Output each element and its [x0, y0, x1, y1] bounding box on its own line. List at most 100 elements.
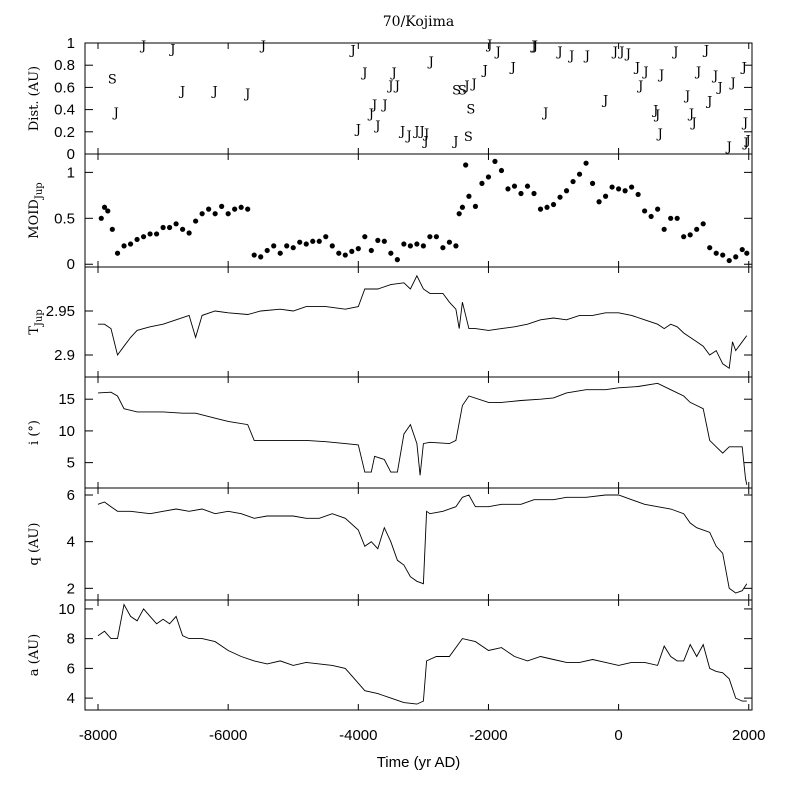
data-point-moid	[219, 203, 225, 209]
data-point-moid	[153, 231, 160, 237]
encounter-marker: J	[389, 66, 396, 81]
encounter-marker: J	[243, 87, 250, 102]
data-point-moid	[681, 234, 687, 240]
encounter-marker: J	[360, 66, 367, 81]
encounter-marker: J	[741, 116, 748, 131]
ytick-label-tjup: 2.95	[46, 303, 75, 320]
data-point-moid	[563, 188, 570, 194]
encounter-marker: J	[725, 140, 732, 155]
data-point-moid	[414, 241, 420, 247]
data-point-moid	[349, 248, 355, 254]
encounter-marker: S	[466, 102, 475, 117]
data-point-moid	[199, 211, 205, 217]
data-point-moid	[459, 204, 466, 210]
encounter-marker: J	[567, 49, 574, 64]
ytick-label-moid: 0	[67, 256, 75, 273]
data-point-moid	[557, 194, 563, 200]
y-axis-label-dist: Dist. (AU)	[27, 66, 42, 131]
ytick-label-incl: 5	[67, 455, 75, 472]
data-point-moid	[342, 252, 348, 258]
chart-title: 70/Kojima	[383, 14, 454, 30]
data-point-moid	[655, 206, 661, 212]
encounter-marker: J	[485, 38, 492, 53]
encounter-marker: J	[687, 107, 694, 122]
data-point-moid	[531, 190, 537, 197]
y-axis-label-moid: MOIDJup	[27, 182, 45, 238]
encounter-marker: J	[398, 125, 405, 140]
data-point-moid	[498, 167, 505, 174]
data-point-moid	[674, 215, 680, 221]
data-point-moid	[394, 257, 400, 263]
data-point-moid	[160, 224, 166, 231]
data-point-moid	[388, 250, 394, 256]
encounter-marker: J	[529, 39, 536, 54]
data-point-moid	[134, 236, 140, 243]
xtick-label: -4000	[339, 727, 377, 744]
encounter-marker: J	[711, 69, 718, 84]
data-point-moid	[433, 234, 439, 240]
data-point-moid	[271, 243, 277, 249]
data-point-moid	[463, 162, 469, 168]
data-point-moid	[485, 174, 492, 180]
data-point-moid	[589, 180, 596, 186]
y-axis-label-a: a (AU)	[27, 634, 42, 676]
data-point-moid	[479, 180, 485, 186]
data-point-moid	[622, 188, 628, 194]
ytick-label-dist: 0.2	[54, 124, 75, 141]
encounter-marker: J	[451, 135, 458, 150]
data-point-moid	[420, 243, 426, 249]
encounter-marker: S	[464, 130, 473, 145]
encounter-marker: J	[641, 65, 648, 80]
encounter-marker: J	[393, 79, 400, 94]
data-point-moid	[583, 160, 589, 166]
encounter-marker: J	[702, 44, 709, 59]
data-point-moid	[550, 201, 557, 208]
encounter-marker: J	[354, 122, 361, 137]
encounter-marker: J	[470, 77, 477, 92]
data-point-moid	[407, 243, 413, 249]
data-point-moid	[147, 231, 153, 237]
data-point-moid	[98, 215, 104, 221]
panel-frame-moid	[84, 153, 753, 268]
data-point-moid	[466, 193, 472, 199]
ytick-label-tjup: 2.9	[54, 347, 75, 364]
data-point-moid	[101, 204, 108, 210]
ytick-label-a: 8	[67, 631, 75, 648]
data-point-moid	[668, 215, 674, 221]
data-point-moid	[238, 204, 244, 210]
ytick-label-a: 4	[67, 690, 75, 707]
encounter-marker: J	[653, 108, 660, 123]
encounter-marker: J	[611, 45, 618, 60]
data-point-moid	[173, 221, 179, 227]
data-point-moid	[303, 241, 309, 247]
encounter-marker: J	[716, 80, 723, 95]
encounter-marker: J	[168, 43, 175, 58]
encounter-marker: J	[671, 45, 678, 60]
data-point-moid	[648, 213, 654, 220]
xtick-label: 0	[614, 727, 622, 744]
data-point-moid	[518, 190, 524, 197]
data-point-moid	[472, 203, 479, 209]
data-point-moid	[362, 234, 368, 240]
data-point-moid	[609, 184, 615, 190]
series-line-tjup	[98, 274, 748, 369]
panel-frame-a	[84, 599, 753, 711]
encounter-marker: S	[458, 84, 467, 99]
data-point-moid	[212, 211, 218, 217]
encounter-marker: J	[417, 125, 424, 140]
data-point-moid	[616, 186, 622, 192]
y-axis-label-tjup: TJup	[27, 309, 45, 335]
panel-moid: 0 0.5 1 MOIDJup	[27, 153, 753, 273]
ytick-label-dist: 1	[67, 35, 75, 52]
data-point-moid	[537, 206, 544, 212]
encounter-marker: J	[636, 79, 643, 94]
data-point-moid	[290, 245, 296, 251]
data-point-moid	[446, 239, 453, 245]
encounter-marker: J	[633, 60, 640, 75]
ytick-label-q: 2	[67, 580, 75, 597]
encounter-marker: J	[742, 136, 749, 151]
y-axis-label-q: q (AU)	[27, 523, 42, 566]
data-point-moid	[264, 247, 270, 254]
encounter-marker: J	[740, 60, 747, 75]
